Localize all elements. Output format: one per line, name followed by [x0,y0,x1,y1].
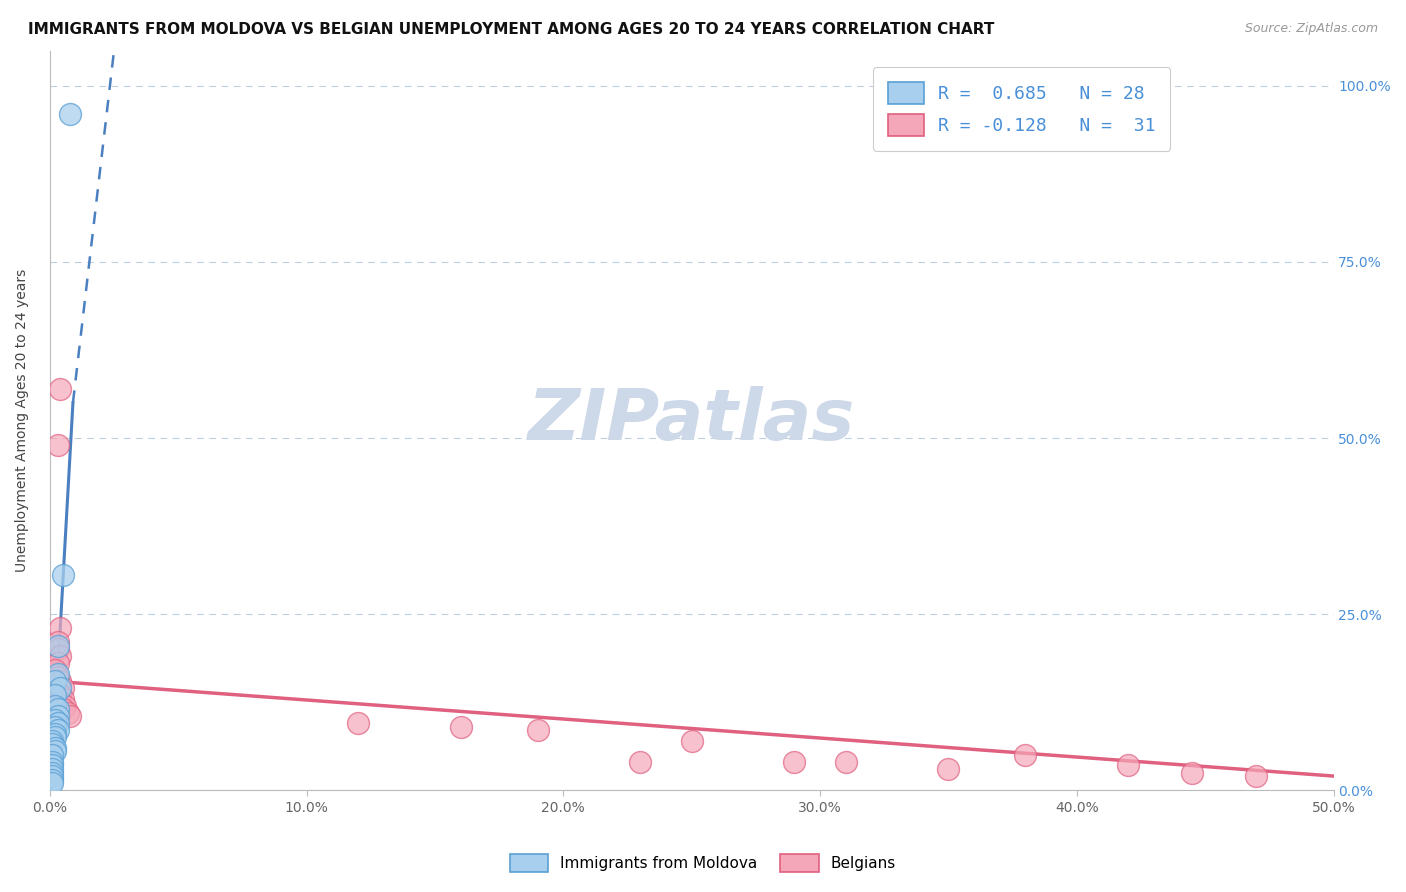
Point [835,755,858,769]
Point [41,747,63,762]
Point [52,568,75,582]
Point [526,723,548,738]
Point [52,691,75,706]
Point [44,673,66,688]
Point [1246,769,1268,783]
Point [628,755,651,769]
Point [41,772,63,787]
Point [46,642,69,657]
Point [46,657,69,671]
Point [49,688,72,702]
Point [44,720,66,734]
Point [44,740,66,755]
Point [44,664,66,678]
Point [41,737,63,751]
Point [49,695,72,709]
Point [56,706,79,720]
Point [46,709,69,723]
Point [44,688,66,702]
Point [52,681,75,695]
Point [44,713,66,727]
Point [49,673,72,688]
Point [1014,747,1036,762]
Point [46,702,69,716]
Point [44,727,66,741]
Point [41,765,63,780]
Point [41,769,63,783]
Point [44,744,66,758]
Point [41,755,63,769]
Point [41,734,63,748]
Point [783,755,806,769]
Point [46,670,69,684]
Text: Source: ZipAtlas.com: Source: ZipAtlas.com [1244,22,1378,36]
Point [46,723,69,738]
Text: IMMIGRANTS FROM MOLDOVA VS BELGIAN UNEMPLOYMENT AMONG AGES 20 TO 24 YEARS CORREL: IMMIGRANTS FROM MOLDOVA VS BELGIAN UNEMP… [28,22,994,37]
Y-axis label: Unemployment Among Ages 20 to 24 years: Unemployment Among Ages 20 to 24 years [15,268,30,572]
Point [1116,758,1139,772]
Point [59,107,82,121]
Point [41,776,63,790]
Legend: R =  0.685   N = 28, R = -0.128   N =  31: R = 0.685 N = 28, R = -0.128 N = 31 [873,67,1170,151]
Point [49,382,72,396]
Point [44,698,66,713]
Point [46,438,69,452]
Point [681,734,703,748]
Point [52,702,75,716]
Point [450,720,472,734]
Point [59,709,82,723]
Point [44,731,66,745]
Point [46,684,69,698]
Point [49,681,72,695]
Point [46,635,69,649]
Point [1181,765,1204,780]
Point [938,762,960,776]
Legend: Immigrants from Moldova, Belgians: Immigrants from Moldova, Belgians [502,846,904,880]
Point [347,716,370,731]
Point [46,667,69,681]
Point [46,639,69,653]
Point [41,758,63,772]
Point [41,762,63,776]
Point [49,621,72,635]
Point [53,698,76,713]
Text: ZIPatlas: ZIPatlas [529,386,855,455]
Point [49,649,72,664]
Point [46,716,69,731]
